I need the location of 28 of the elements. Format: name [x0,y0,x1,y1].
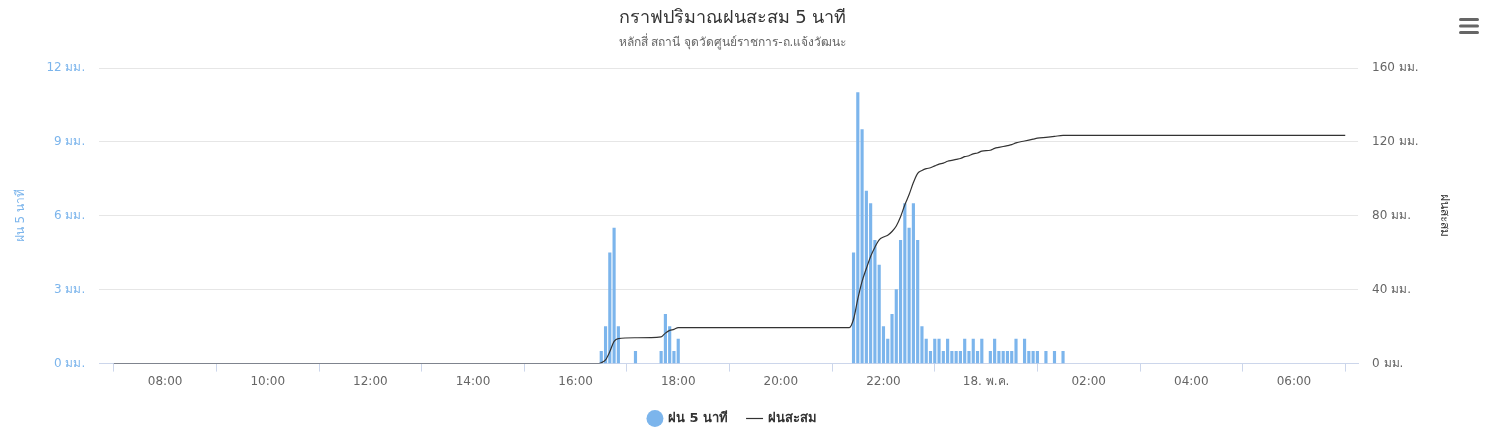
legend-label: ฝนสะสม [767,409,817,425]
y2-tick-label: 80 มม. [1372,207,1411,222]
x-tick-label: 08:00 [147,373,183,388]
x-tick-label: 14:00 [455,373,491,388]
y-axis-title: ฝน 5 นาที [13,189,28,243]
y2-axis-title: ฝนสะสม [1437,194,1452,238]
legend-label: ฝน 5 นาที [667,409,729,425]
y2-tick-label: 0 มม. [1372,355,1404,370]
y-tick-label: 0 มม. [54,355,86,370]
x-tick-label: 12:00 [353,373,388,388]
x-tick-label: 20:00 [763,373,799,388]
x-tick-label: 06:00 [1276,373,1312,388]
x-tick-label: 18:00 [660,373,696,388]
chart-subtitle: หลักสี่ สถานี จุดวัดศูนย์ราชการ-ถ.แจ้งวัฒนะ [618,32,847,50]
x-tick-label: 22:00 [866,373,901,388]
x-tick-label: 02:00 [1071,373,1106,388]
y2-tick-label: 40 มม. [1372,281,1411,296]
x-tick-label: 16:00 [558,373,593,388]
y-tick-label: 6 มม. [54,207,86,222]
chart-title: กราฟปริมาณฝนสะสม 5 นาที [618,6,847,28]
x-tick-label: 10:00 [250,373,286,388]
y2-tick-label: 120 มม. [1372,134,1419,149]
y-tick-label: 9 มม. [54,134,86,149]
x-tick-label: 04:00 [1174,373,1209,388]
y-tick-label: 12 มม. [46,60,86,75]
y2-tick-label: 160 มม. [1372,60,1419,75]
y-tick-label: 3 มม. [54,281,86,296]
x-tick-label: 18. พ.ค. [962,373,1010,388]
